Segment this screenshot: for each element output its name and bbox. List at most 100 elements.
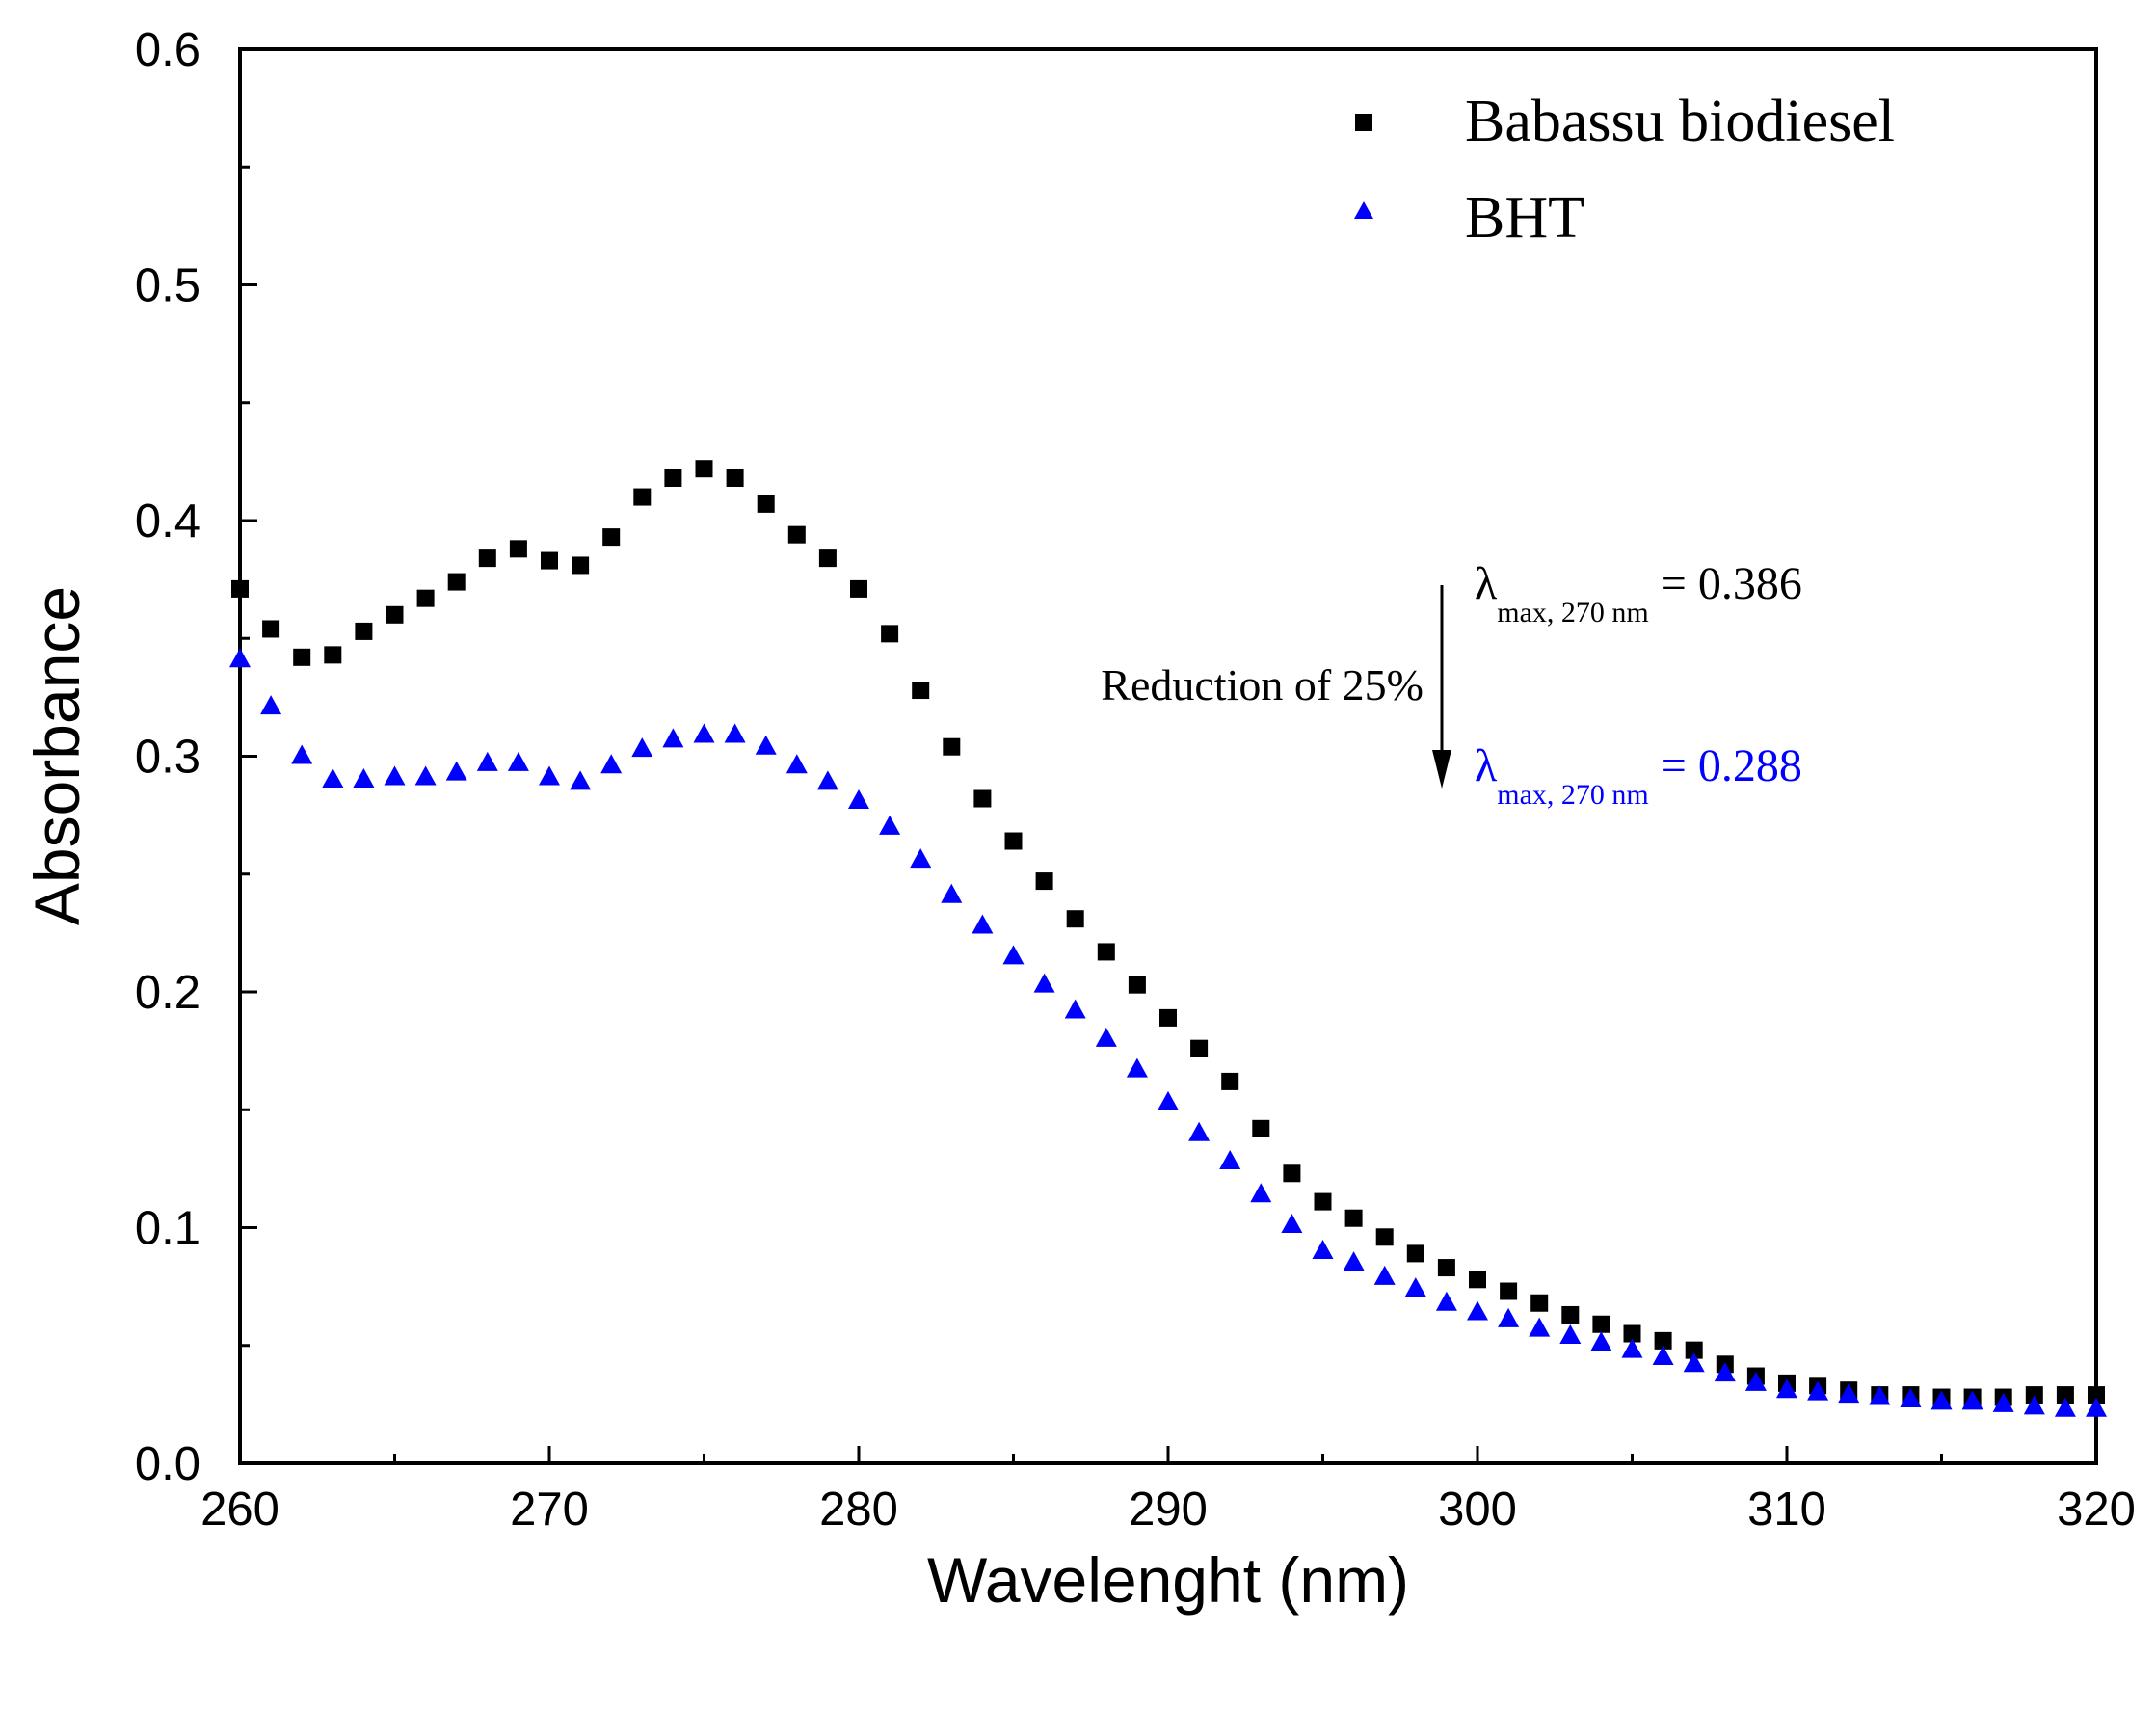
reduction-annotation: Reduction of 25% λmax, 270 nm= 0.386 λma…: [1101, 558, 1802, 811]
y-tick-label: 0.1: [135, 1203, 200, 1255]
babassu-data-point: [1561, 1305, 1580, 1324]
babassu-data-point: [1190, 1039, 1209, 1057]
babassu-data-point: [1375, 1228, 1394, 1246]
bht-data-point: [1621, 1338, 1643, 1358]
babassu-data-point: [231, 579, 249, 598]
legend-marker-bht: [1354, 201, 1373, 219]
bht-data-point: [816, 770, 838, 790]
lambda-babassu-symbol: λ: [1475, 558, 1498, 609]
bht-data-point: [445, 761, 467, 781]
x-axis-title: Wavelenght (nm): [927, 1544, 1409, 1616]
lambda-babassu-annotation: λmax, 270 nm = 0.386: [1475, 558, 1802, 629]
bht-data-point: [2054, 1397, 2076, 1417]
bht-data-point: [384, 765, 406, 786]
lambda-bht-value: = 0.288: [1661, 740, 1802, 791]
bht-data-point: [1714, 1362, 1736, 1382]
bht-data-point: [1064, 999, 1086, 1019]
x-tick-label: 260: [200, 1484, 279, 1536]
babassu-data-point: [1437, 1259, 1455, 1277]
babassu-data-point: [1623, 1324, 1641, 1343]
bht-data-point: [941, 883, 963, 903]
babassu-data-point: [1592, 1315, 1610, 1333]
x-tick-label: 320: [2057, 1484, 2136, 1536]
babassu-data-point: [818, 549, 837, 568]
babassu-data-point: [324, 646, 342, 664]
bht-data-point: [260, 695, 282, 715]
bht-data-point: [1158, 1090, 1179, 1110]
lambda-bht-annotation: λmax, 270 nm = 0.288: [1475, 740, 1802, 811]
babassu-data-point: [1066, 910, 1084, 928]
bht-data-point: [755, 735, 777, 755]
bht-data-point: [1961, 1390, 1983, 1410]
bht-data-point: [848, 789, 869, 809]
bht-data-point: [539, 765, 560, 786]
babassu-data-point: [1283, 1164, 1301, 1183]
bht-data-point: [1838, 1383, 1860, 1404]
babassu-data-point: [1344, 1209, 1363, 1227]
x-tick-label: 270: [510, 1484, 589, 1536]
y-tick-label: 0.5: [135, 260, 200, 312]
y-tick-label: 0.4: [135, 495, 200, 548]
bht-data-point: [1281, 1214, 1303, 1234]
bht-data-point: [1807, 1380, 1829, 1401]
bht-data-point: [1343, 1251, 1365, 1271]
bht-data-point: [1590, 1331, 1612, 1351]
babassu-data-point: [1469, 1271, 1486, 1289]
babassu-data-point: [355, 622, 373, 640]
x-tick-label: 310: [1747, 1484, 1826, 1536]
babassu-data-point: [1128, 976, 1146, 994]
lambda-babassu-value: = 0.386: [1661, 558, 1802, 609]
babassu-data-point: [447, 573, 466, 591]
bht-data-point: [322, 767, 344, 788]
babassu-data-point: [2025, 1386, 2043, 1404]
babassu-data-point: [1097, 943, 1115, 961]
y-tick-label: 0.2: [135, 967, 200, 1019]
bht-data-point: [1002, 945, 1025, 965]
legend-label-bht: BHT: [1465, 185, 1584, 251]
bht-data-point: [1930, 1390, 1953, 1410]
bht-data-point: [1373, 1265, 1396, 1285]
babassu-data-point: [1314, 1192, 1332, 1211]
bht-data-point: [291, 744, 313, 764]
bht-data-point: [631, 737, 653, 758]
y-tick-label: 0.0: [135, 1438, 200, 1490]
bht-data-point: [972, 914, 994, 934]
bht-data-point: [1776, 1378, 1797, 1399]
babassu-data-point: [943, 737, 961, 756]
babassu-data-point: [881, 625, 899, 643]
bht-data-point: [1033, 973, 1055, 993]
bht-data-point: [1435, 1291, 1457, 1311]
bht-data-point: [910, 848, 932, 869]
bht-data-point: [785, 754, 808, 774]
bht-data-point: [1683, 1352, 1705, 1373]
bht-data-point: [507, 751, 529, 771]
reduction-arrow-head: [1432, 750, 1451, 789]
bht-data-point: [1744, 1371, 1767, 1391]
babassu-data-point: [1004, 832, 1023, 850]
babassu-data-point: [509, 540, 527, 558]
bht-data-point: [476, 751, 498, 771]
babassu-data-point: [633, 488, 652, 506]
babassu-data-point: [478, 549, 496, 568]
babassu-data-point: [386, 605, 404, 624]
bht-data-point: [1404, 1277, 1426, 1297]
lambda-bht-subscript: max, 270 nm: [1497, 779, 1649, 811]
legend-marker-babassu: [1355, 114, 1372, 131]
y-axis-tick-labels: 0.0 0.1 0.2 0.3 0.4 0.5 0.6: [135, 24, 200, 1490]
bht-data-point: [1250, 1183, 1272, 1203]
bht-data-point: [2023, 1395, 2045, 1415]
babassu-data-point: [912, 682, 930, 700]
bht-data-point: [693, 723, 715, 743]
babassu-data-point: [1159, 1008, 1177, 1027]
legend: Babassu biodiesel BHT: [1354, 89, 1895, 251]
bht-data-point: [1559, 1324, 1582, 1344]
bht-data-point: [879, 815, 901, 835]
babassu-data-point: [293, 648, 311, 666]
babassu-data-point: [1685, 1341, 1703, 1359]
babassu-data-point: [726, 468, 744, 487]
y-axis-title: Absorbance: [21, 586, 93, 925]
bht-data-point: [2086, 1397, 2107, 1417]
reduction-label: Reduction of 25%: [1101, 660, 1424, 709]
babassu-data-point: [973, 789, 992, 808]
